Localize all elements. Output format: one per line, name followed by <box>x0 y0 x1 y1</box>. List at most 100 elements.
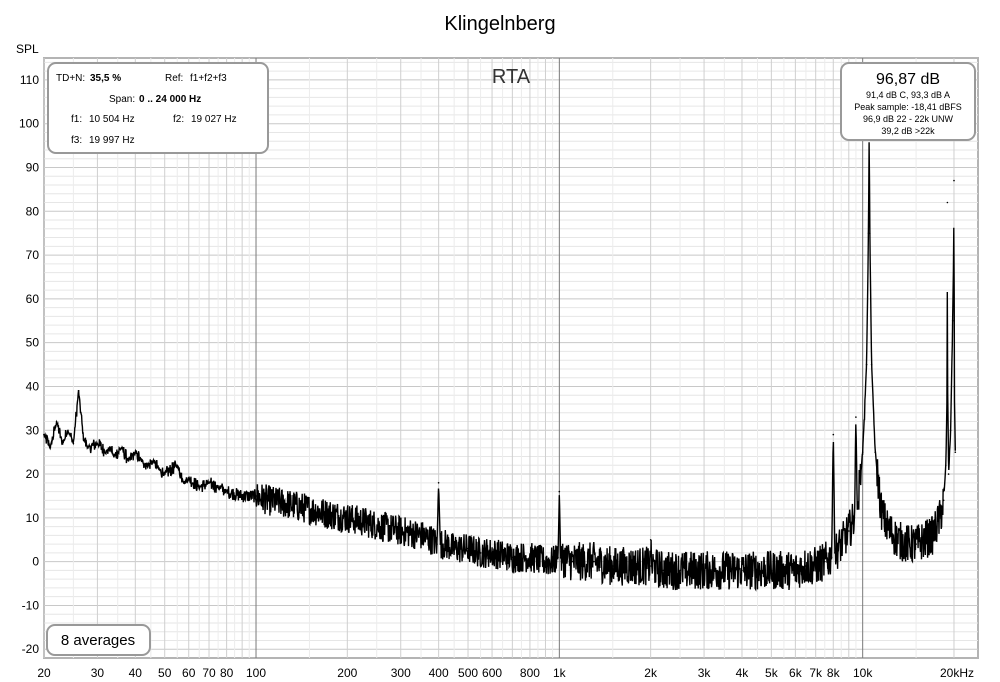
data-point <box>559 556 562 559</box>
data-point <box>49 447 52 449</box>
x-tick-label: 2k <box>644 666 658 680</box>
data-point <box>87 447 90 449</box>
data-point <box>830 556 833 559</box>
data-point <box>942 499 945 502</box>
x-tick-label: 4k <box>736 666 750 680</box>
y-tick-label: 70 <box>26 248 40 262</box>
data-point <box>105 451 107 454</box>
data-point <box>869 232 871 234</box>
data-point <box>431 539 433 541</box>
x-tick-label: 50 <box>158 666 172 680</box>
data-point <box>848 530 850 532</box>
data-point <box>67 429 69 432</box>
data-point <box>109 447 111 449</box>
x-tick-label: 60 <box>182 666 196 680</box>
data-point <box>824 560 826 563</box>
data-point <box>953 179 955 182</box>
data-point <box>896 539 898 541</box>
data-point <box>947 473 950 475</box>
averages-badge[interactable]: 8 averages <box>46 624 151 656</box>
x-tick-label: 1k <box>553 666 567 680</box>
data-point <box>649 565 651 567</box>
data-point <box>915 543 917 545</box>
data-point <box>923 539 926 541</box>
data-point <box>558 490 561 493</box>
data-point <box>255 495 257 497</box>
x-tick-label: 300 <box>391 666 411 680</box>
f1-label: f1: <box>71 114 82 125</box>
data-point <box>72 442 75 445</box>
data-point <box>43 433 45 436</box>
series-layer <box>43 136 957 592</box>
data-point <box>82 438 85 440</box>
measurement-info-box[interactable]: TD+N: 35,5 % Ref: f1+f2+f3 Span: 0 .. 24… <box>47 62 269 154</box>
y-tick-label: 90 <box>26 160 40 174</box>
y-tick-label: 110 <box>20 73 39 87</box>
data-point <box>783 569 785 572</box>
x-tick-label: 40 <box>129 666 143 680</box>
data-point <box>679 569 681 572</box>
data-point <box>649 539 652 541</box>
data-point <box>183 482 186 484</box>
unweighted-level: 96,9 dB 22 - 22k UNW <box>863 114 954 124</box>
x-tick-label: 800 <box>520 666 540 680</box>
data-point <box>187 477 190 480</box>
data-point <box>381 525 383 528</box>
data-point <box>853 517 856 519</box>
data-point <box>127 460 130 462</box>
weighted-levels: 91,4 dB C, 93,3 dB A <box>866 90 950 100</box>
data-point <box>346 517 349 519</box>
data-point <box>612 565 614 567</box>
data-point <box>593 560 595 563</box>
ref-value: f1+f2+f3 <box>190 73 227 84</box>
y-tick-label: 60 <box>26 292 40 306</box>
rta-label: RTA <box>492 66 531 88</box>
y-axis-label: SPL <box>16 42 39 56</box>
data-point <box>935 525 938 528</box>
y-tick-label: 20 <box>26 467 40 481</box>
data-point <box>557 556 559 559</box>
x-tick-label: 7k <box>809 666 823 680</box>
data-point <box>874 451 876 454</box>
y-tick-label: 50 <box>26 336 40 350</box>
data-point <box>113 455 115 458</box>
data-point <box>158 468 161 471</box>
x-tick-label: 30 <box>91 666 105 680</box>
level-info-box[interactable]: 96,87 dB 91,4 dB C, 93,3 dB A Peak sampl… <box>840 62 976 141</box>
data-point <box>444 543 446 545</box>
data-point <box>289 503 292 506</box>
data-point <box>225 490 228 493</box>
x-tick-label: 100 <box>246 666 266 680</box>
data-point <box>544 560 547 563</box>
data-point <box>885 525 888 528</box>
data-point <box>703 569 705 572</box>
data-point <box>949 429 952 432</box>
data-point <box>399 530 402 532</box>
data-point <box>198 486 201 489</box>
data-point <box>756 569 759 572</box>
data-point <box>865 363 868 366</box>
data-point <box>952 254 955 256</box>
data-point <box>870 363 873 366</box>
data-point <box>867 232 870 234</box>
span-value: 0 .. 24 000 Hz <box>139 94 201 105</box>
data-point <box>945 464 947 467</box>
data-point <box>61 442 64 445</box>
data-point <box>529 556 531 559</box>
x-tick-label: 200 <box>337 666 357 680</box>
data-point <box>951 320 954 322</box>
data-point <box>880 508 882 510</box>
x-tick-label: 80 <box>220 666 234 680</box>
y-tick-label: 10 <box>26 511 40 525</box>
data-point <box>152 460 155 462</box>
data-point <box>511 556 514 559</box>
data-point <box>946 201 949 204</box>
y-tick-label: -10 <box>22 598 40 612</box>
data-point <box>134 451 137 454</box>
data-point <box>217 486 219 489</box>
data-point <box>770 569 773 572</box>
level-value: 96,87 dB <box>876 71 940 88</box>
span-label: Span: <box>109 94 135 105</box>
x-tick-label: 500 <box>458 666 478 680</box>
data-point <box>861 451 864 454</box>
